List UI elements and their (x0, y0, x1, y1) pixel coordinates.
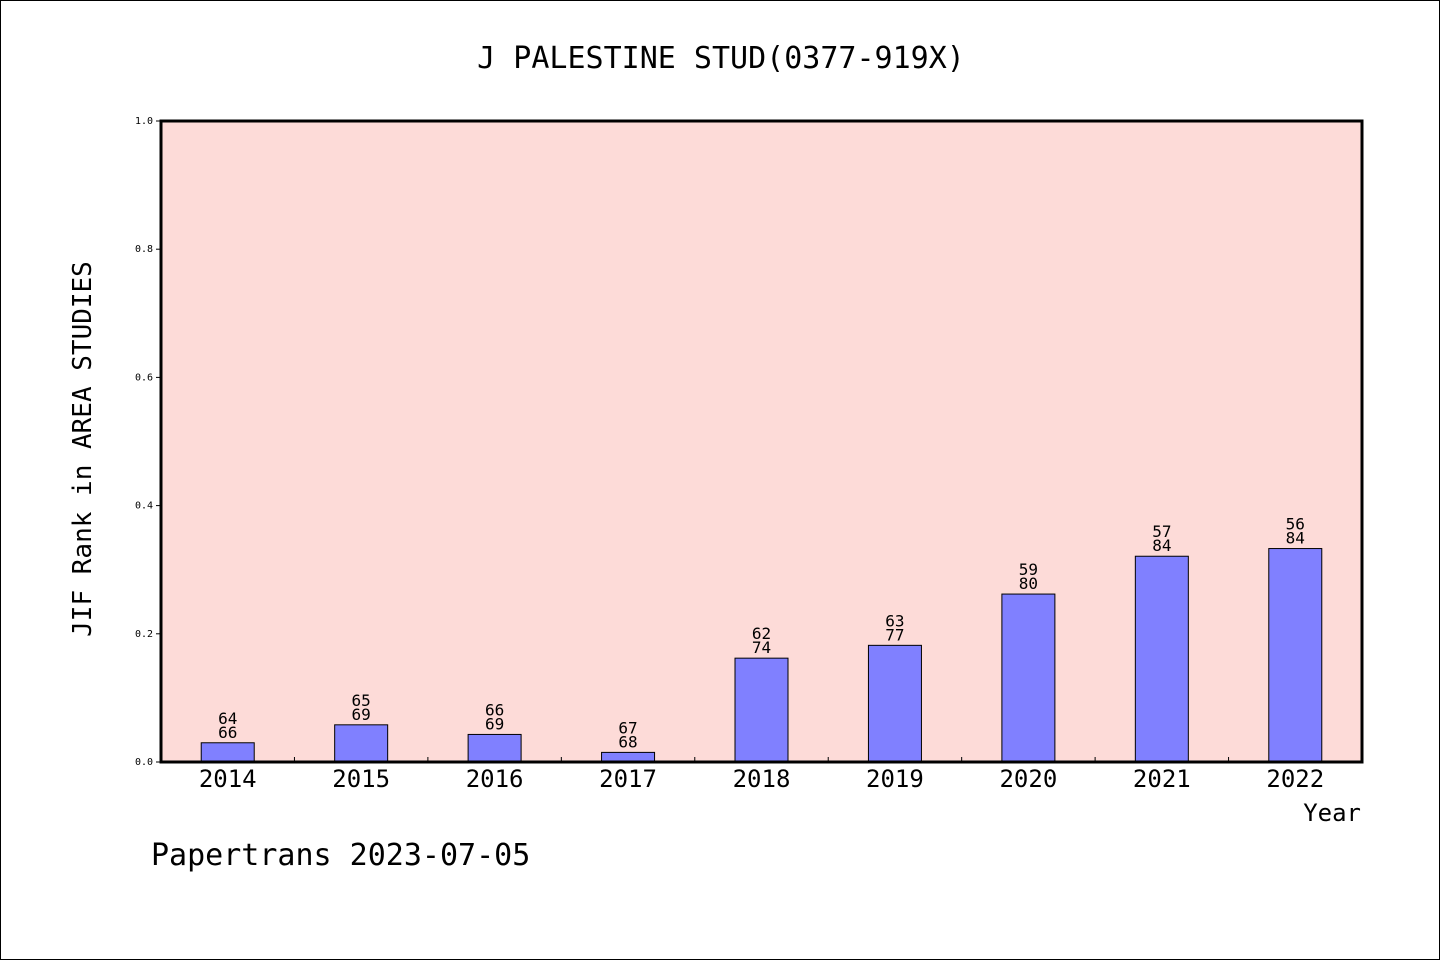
chart-title: J PALESTINE STUD(0377-919X) (477, 41, 965, 76)
bar-rank-label: 66 (485, 700, 504, 719)
y-tick-label: 0.4 (135, 501, 153, 512)
x-tick-label: 2015 (332, 765, 390, 793)
bar-rank-label: 57 (1152, 522, 1171, 541)
y-axis-label: JIF Rank in AREA STUDIES (68, 261, 98, 637)
bar-2022 (1268, 548, 1323, 763)
bar-total-label: 80 (1019, 574, 1038, 593)
bar-2015 (334, 724, 389, 763)
bar-2020 (1001, 593, 1056, 763)
bar-2018 (734, 657, 789, 763)
x-tick-label: 2022 (1266, 765, 1324, 793)
x-axis: 2014 2015 2016 2017 2018 2019 2020 2021 2022 (199, 757, 1324, 793)
bar-rank-label: 63 (885, 611, 904, 630)
y-tick-label: 0.6 (135, 372, 153, 383)
x-tick-label: 2020 (999, 765, 1057, 793)
bar-total-label: 66 (218, 723, 237, 742)
bar-total-label: 68 (618, 732, 637, 751)
y-tick-label: 0.2 (135, 629, 153, 640)
x-tick-label: 2018 (733, 765, 791, 793)
bar-total-label: 84 (1152, 536, 1171, 555)
y-axis: 0.0 0.2 0.4 0.6 0.8 1.0 (135, 116, 161, 768)
x-tick-label: 2017 (599, 765, 657, 793)
bar-total-label: 69 (352, 705, 371, 724)
bar-2014 (200, 742, 255, 763)
bar-rank-label: 62 (752, 624, 771, 643)
bar-rank-label: 56 (1286, 515, 1305, 534)
x-tick-label: 2016 (466, 765, 524, 793)
x-tick-label: 2014 (199, 765, 257, 793)
bar-2019 (867, 644, 922, 763)
bar-total-label: 77 (885, 625, 904, 644)
y-tick-label: 0.8 (135, 244, 153, 255)
bar-total-label: 69 (485, 714, 504, 733)
bar-total-label: 74 (752, 638, 771, 657)
x-axis-label: Year (1303, 799, 1361, 827)
bar-rank-label: 67 (618, 718, 637, 737)
plot-border (159, 119, 1364, 764)
bar-rank-label: 59 (1019, 560, 1038, 579)
bar-2021 (1134, 555, 1189, 763)
y-tick-label: 0.0 (135, 757, 153, 768)
x-tick-label: 2021 (1133, 765, 1191, 793)
x-tick-label: 2019 (866, 765, 924, 793)
bar-2016 (467, 733, 522, 763)
footer-text: Papertrans 2023-07-05 (151, 838, 530, 873)
bar-total-label: 84 (1286, 529, 1305, 548)
bar-rank-label: 64 (218, 709, 237, 728)
bar-rank-label: 65 (352, 691, 371, 710)
y-tick-label: 1.0 (135, 116, 153, 127)
